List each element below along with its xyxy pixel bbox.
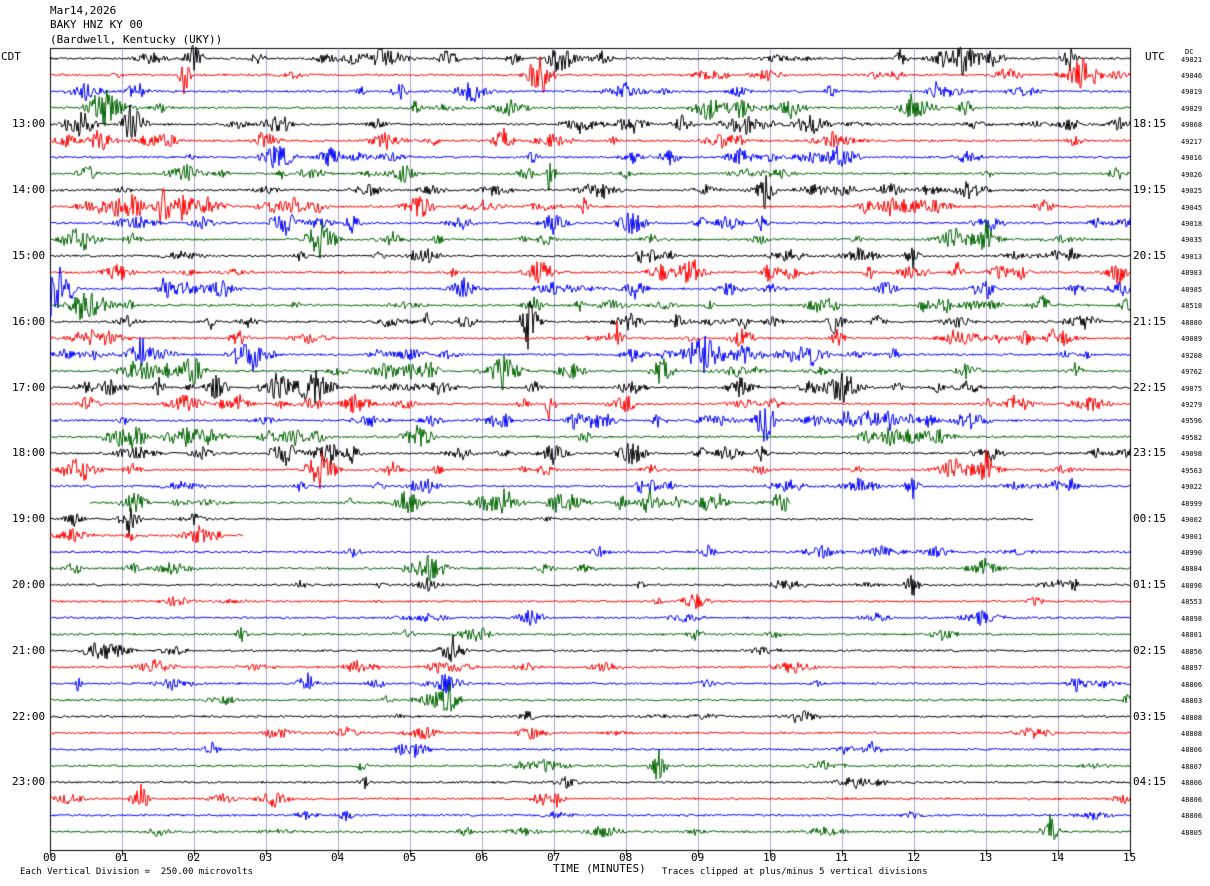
hour-label-utc: 01:15 [1133,577,1167,591]
dc-offset-value: 48884 [1181,565,1203,574]
dc-offset-value: 48985 [1181,285,1203,294]
hour-label-cdt: 15:00 [12,248,46,262]
station-code: BAKY HNZ KY 00 [50,18,143,31]
dc-offset-value: 49022 [1181,483,1203,492]
station-location: (Bardwell, Kentucky (UKY)) [50,33,223,46]
dc-offset-value: 48897 [1181,664,1203,673]
dc-offset-value: 49025 [1181,187,1203,196]
dc-offset-value: 48983 [1181,269,1203,278]
hour-label-utc: 19:15 [1133,183,1167,197]
x-tick-label: 13 [979,851,993,864]
x-tick-label: 11 [835,851,849,864]
hour-label-utc: 23:15 [1133,446,1167,460]
dc-offset-value: 48806 [1181,680,1203,689]
hour-label-utc: 22:15 [1133,380,1167,394]
dc-offset-value: 48806 [1181,746,1203,755]
dc-offset-value: 48880 [1181,318,1203,327]
x-tick-label: 03 [259,851,273,864]
x-axis-label: TIME (MINUTES) [553,862,646,875]
dc-offset-value: 48807 [1181,762,1203,771]
dc-offset-value: 48806 [1181,812,1203,821]
hour-label-utc: 20:15 [1133,248,1167,262]
dc-offset-value: 49026 [1181,170,1203,179]
dc-offset-value: 49013 [1181,252,1203,261]
hour-label-utc: 03:15 [1133,709,1167,723]
dc-offset-value: 49208 [1181,351,1203,360]
x-tick-label: 04 [331,851,345,864]
x-tick-label: 10 [763,851,777,864]
x-tick-label: 08 [619,851,633,864]
dc-offset-value: 48896 [1181,581,1203,590]
dc-offset-value: 49035 [1181,236,1203,245]
x-tick-label: 15 [1123,851,1137,864]
dc-offset-value: 48518 [1181,302,1203,311]
dc-offset-value: 49217 [1181,137,1203,146]
dc-offset-label: DC [1185,48,1194,56]
dc-offset-value: 49016 [1181,154,1203,163]
scale-note: Each Vertical Division = 250.00 microvol… [20,867,253,877]
dc-offset-value: 49762 [1181,368,1203,377]
dc-offset-value: 49582 [1181,433,1203,442]
hour-label-cdt: 16:00 [12,314,46,328]
hour-label-utc: 04:15 [1133,775,1167,789]
dc-offset-value: 49029 [1181,104,1203,113]
hour-label-cdt: 23:00 [12,775,46,789]
dc-offset-value: 49279 [1181,400,1203,409]
dc-offset-value: 48856 [1181,647,1203,656]
plot-date: Mar14,2026 [50,4,117,17]
dc-offset-value: 49075 [1181,384,1203,393]
x-tick-label: 12 [907,851,921,864]
dc-offset-value: 49089 [1181,335,1203,344]
hour-label-cdt: 21:00 [12,643,46,657]
x-tick-label: 05 [403,851,417,864]
right-timezone-label: UTC [1145,50,1165,63]
dc-offset-value: 49019 [1181,88,1203,97]
x-tick-label: 00 [43,851,57,864]
left-timezone-label: CDT [1,50,21,63]
dc-offset-value: 49068 [1181,121,1203,130]
x-tick-label: 07 [547,851,561,864]
hour-label-cdt: 19:00 [12,512,46,526]
dc-offset-value: 48898 [1181,614,1203,623]
hour-label-utc: 21:15 [1133,314,1167,328]
x-tick-label: 09 [691,851,705,864]
hour-label-cdt: 22:00 [12,709,46,723]
dc-offset-value: 48990 [1181,549,1203,557]
dc-offset-value: 49021 [1181,55,1203,64]
dc-offset-value: 48801 [1181,631,1203,640]
hour-label-cdt: 13:00 [12,117,46,131]
x-tick-label: 14 [1051,851,1065,864]
dc-offset-value: 48553 [1181,598,1203,607]
hour-label-cdt: 20:00 [12,577,46,591]
hour-label-utc: 02:15 [1133,643,1167,657]
dc-offset-value: 48999 [1181,499,1203,508]
hour-label-cdt: 18:00 [12,446,46,460]
dc-offset-value: 48805 [1181,828,1203,837]
hour-label-cdt: 17:00 [12,380,46,394]
dc-offset-value: 49563 [1181,466,1203,475]
dc-offset-value: 48808 [1181,713,1203,722]
dc-offset-value: 48806 [1181,779,1203,788]
dc-offset-value: 49596 [1181,417,1203,426]
x-tick-label: 01 [115,851,129,864]
hour-label-cdt: 14:00 [12,183,46,197]
dc-offset-value: 48808 [1181,729,1203,738]
hour-label-utc: 18:15 [1133,117,1167,131]
dc-offset-value: 49018 [1181,220,1203,228]
hour-label-utc: 00:15 [1133,512,1167,526]
x-tick-label: 02 [187,851,201,864]
dc-offset-value: 49001 [1181,532,1203,541]
dc-offset-value: 49046 [1181,71,1203,80]
dc-offset-value: 48803 [1181,697,1203,706]
x-tick-label: 06 [475,851,489,864]
dc-offset-value: 49002 [1181,516,1203,525]
dc-offset-value: 49045 [1181,203,1203,212]
dc-offset-value: 48806 [1181,795,1203,804]
dc-offset-value: 49098 [1181,450,1203,459]
clip-note: Traces clipped at plus/minus 5 vertical … [662,867,928,877]
